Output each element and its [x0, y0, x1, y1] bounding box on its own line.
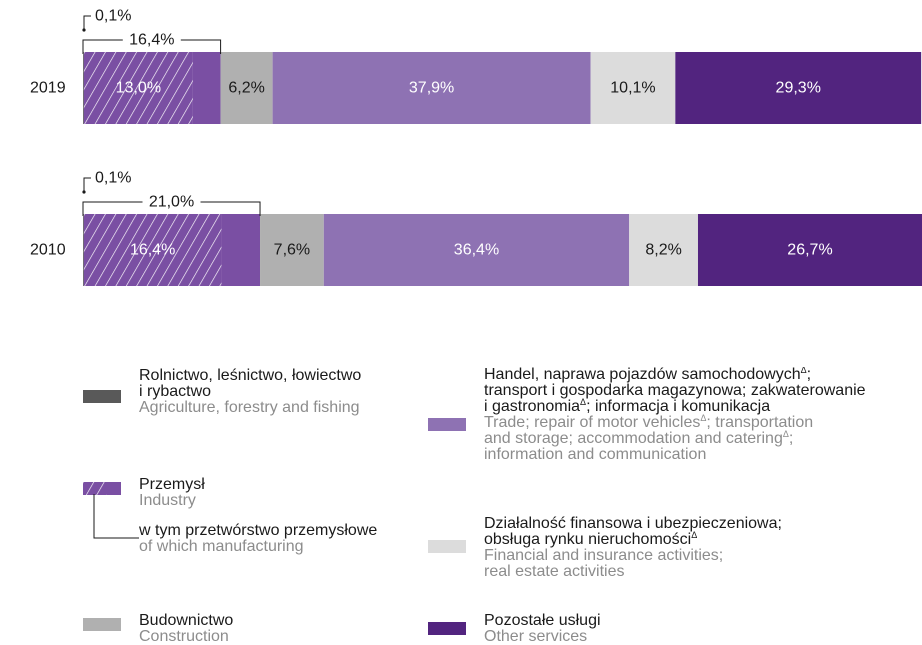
legend-swatch-agriculture — [83, 390, 121, 403]
footnote-mark: Δ — [580, 397, 587, 407]
legend-trade-en-2a: and storage; accommodation and catering — [484, 430, 783, 447]
footnote-mark: Δ — [691, 530, 698, 540]
legend-swatch-construction — [83, 618, 121, 631]
legend-trade-pl-2: transport i gospodarka magazynowa; zakwa… — [484, 382, 866, 399]
legend-trade-en-2b: ; — [788, 430, 794, 447]
legend-trade-pl-1-end: ; — [806, 367, 812, 383]
legend-swatch-financial — [428, 540, 466, 553]
marker-dot-agriculture-2019 — [82, 28, 86, 32]
data-label-2019-financial: 10,1% — [610, 80, 655, 97]
category-label-2019: 2019 — [30, 80, 66, 97]
legend-agriculture: Rolnictwo, leśnictwo, łowiectwo i rybact… — [139, 368, 361, 416]
legend-swatch-trade — [428, 418, 466, 431]
bar-2010-agriculture — [83, 214, 84, 286]
data-label-2019-trade: 37,9% — [409, 80, 454, 97]
bar-2010-trade — [323, 214, 630, 286]
data-label-2019-manufacturing: 13,0% — [116, 80, 161, 97]
legend-construction-en: Construction — [139, 628, 229, 645]
footnote-mark: Δ — [800, 367, 807, 375]
data-label-2010-industry: 21,0% — [149, 194, 194, 211]
data-label-2010-construction: 7,6% — [274, 242, 310, 259]
category-label-2010: 2010 — [30, 242, 66, 259]
footnote-mark: Δ — [700, 413, 707, 423]
data-label-2010-trade: 36,4% — [454, 242, 499, 259]
legend-swatch-industry — [83, 482, 121, 495]
bar-2019-construction — [220, 52, 273, 124]
legend-swatch-other-services — [428, 622, 466, 635]
legend-manufacturing-connector — [93, 494, 139, 539]
bar-2019-financial — [590, 52, 676, 124]
bar-2019-manufacturing — [83, 52, 193, 124]
legend-construction: Budownictwo Construction — [139, 613, 233, 645]
legend-industry-en: Industry — [139, 492, 196, 509]
legend-manufacturing-pl: w tym przetwórstwo przemysłowe — [139, 522, 378, 539]
data-label-2010-financial: 8,2% — [645, 242, 681, 259]
legend-agriculture-pl-1: Rolnictwo, leśnictwo, łowiectwo — [139, 367, 362, 384]
legend-manufacturing: w tym przetwórstwo przemysłowe of which … — [139, 523, 377, 555]
bar-2010-other_services — [697, 214, 922, 286]
data-label-2019-industry: 16,4% — [129, 32, 174, 49]
bar-2019-industry_other — [192, 52, 221, 124]
marker-agriculture-2010 — [83, 177, 91, 192]
legend-trade-en-1b: ; transportation — [706, 414, 814, 431]
legend-trade-pl-3b: ; informacja i komunikacja — [586, 398, 771, 415]
bar-2010-industry_other — [221, 214, 261, 286]
bar-2019-other_services — [675, 52, 922, 124]
bar-2019-agriculture — [83, 52, 84, 124]
legend-trade: Handel, naprawa pojazdów samochodowychΔ;… — [484, 367, 922, 463]
legend-industry: Przemysł Industry — [139, 477, 205, 509]
legend-agriculture-en: Agriculture, forestry and fishing — [139, 399, 360, 416]
marker-dot-agriculture-2010 — [82, 190, 86, 194]
legend-other-services-pl: Pozostałe usługi — [484, 612, 601, 629]
legend-financial-en-2: real estate activities — [484, 563, 625, 580]
bar-2010-manufacturing — [83, 214, 222, 286]
legend-manufacturing-en: of which manufacturing — [139, 538, 304, 555]
legend-other-services: Pozostałe usługi Other services — [484, 613, 601, 645]
legend-industry-pl: Przemysł — [139, 476, 205, 493]
legend-financial: Działalność finansowa i ubezpieczeniowa;… — [484, 516, 782, 580]
data-label-2019-agriculture: 0,1% — [95, 8, 131, 25]
bracket-label-backing-2019 — [122, 31, 181, 49]
legend-trade-en-1a: Trade; repair of motor vehicles — [484, 414, 701, 431]
data-label-2010-manufacturing: 16,4% — [130, 242, 175, 259]
legend-trade-en-3: information and communication — [484, 446, 707, 463]
data-label-2010-agriculture: 0,1% — [95, 170, 131, 187]
footnote-mark: Δ — [782, 429, 789, 439]
bar-2010-financial — [629, 214, 698, 286]
data-label-2019-construction: 6,2% — [228, 80, 264, 97]
marker-agriculture-2019 — [83, 15, 91, 30]
bar-2010-construction — [260, 214, 324, 286]
data-label-2019-other_services: 29,3% — [776, 80, 821, 97]
legend-financial-pl-2: obsługa rynku nieruchomości — [484, 531, 692, 548]
legend-other-services-en: Other services — [484, 628, 588, 645]
legend-trade-pl-1: Handel, naprawa pojazdów samochodowych — [484, 367, 801, 383]
bracket-label-backing-2010 — [142, 193, 201, 211]
stacked-bar-chart: 2019 13,0% 6,2% 37,9% 10,1% 29,3% 16,4% 0,1% 201… — [30, 8, 922, 286]
data-label-2010-other_services: 26,7% — [787, 242, 832, 259]
legend-construction-pl: Budownictwo — [139, 612, 234, 629]
legend-financial-en-1: Financial and insurance activities; — [484, 547, 724, 564]
legend-financial-pl-1: Działalność finansowa i ubezpieczeniowa; — [484, 515, 782, 532]
bar-2019-trade — [272, 52, 591, 124]
legend-trade-pl-3a: i gastronomia — [484, 398, 581, 415]
legend-agriculture-pl-2: i rybactwo — [139, 383, 212, 400]
